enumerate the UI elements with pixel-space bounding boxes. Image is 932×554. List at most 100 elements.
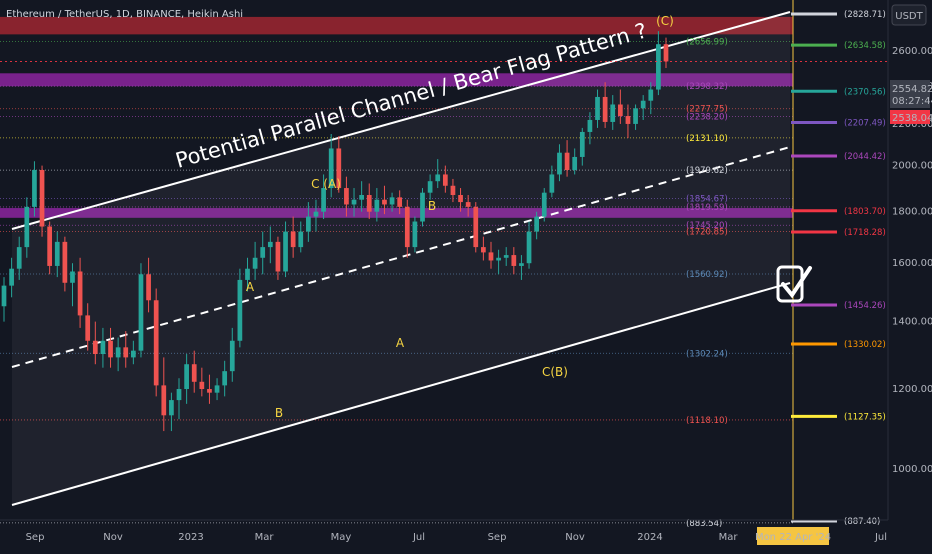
candle-body[interactable]	[640, 100, 646, 109]
candle-body[interactable]	[587, 119, 593, 132]
candle-body[interactable]	[541, 192, 547, 217]
candle-body[interactable]	[214, 385, 220, 393]
candle-body[interactable]	[473, 206, 479, 248]
candle-body[interactable]	[336, 148, 342, 189]
candle-body[interactable]	[511, 255, 517, 266]
candle-body[interactable]	[70, 271, 75, 283]
candle-body[interactable]	[252, 257, 258, 269]
candle-body[interactable]	[1, 285, 7, 307]
candle-body[interactable]	[442, 174, 448, 186]
candle-body[interactable]	[146, 274, 151, 301]
candle-body[interactable]	[366, 195, 372, 212]
candle-body[interactable]	[397, 197, 403, 207]
price-level-label: (1745.20)	[686, 221, 728, 231]
zone-resistance-top[interactable]	[0, 16, 793, 35]
wave-label: C (A)	[311, 177, 341, 191]
candle-body[interactable]	[153, 300, 159, 386]
candle-body[interactable]	[412, 221, 418, 248]
candle-body[interactable]	[47, 226, 53, 266]
candle-body[interactable]	[267, 241, 273, 248]
candle-body[interactable]	[549, 174, 555, 193]
candle-body[interactable]	[633, 108, 638, 124]
candle-body[interactable]	[321, 188, 326, 212]
candle-body[interactable]	[389, 197, 395, 205]
candle-body[interactable]	[176, 389, 182, 401]
candle-body[interactable]	[435, 174, 441, 182]
candle-body[interactable]	[32, 170, 37, 207]
candle-body[interactable]	[496, 257, 501, 261]
currency-button[interactable]: USDT	[891, 4, 927, 26]
candle-body[interactable]	[625, 116, 631, 124]
candle-body[interactable]	[427, 181, 433, 193]
current-price-tag: 2554.82 08:27:44	[890, 80, 932, 108]
candle-body[interactable]	[572, 156, 578, 171]
candle-body[interactable]	[184, 364, 189, 390]
candle-body[interactable]	[526, 231, 532, 264]
candle-body[interactable]	[39, 170, 45, 227]
candle-body[interactable]	[54, 241, 60, 266]
candle-body[interactable]	[62, 241, 68, 283]
candle-body[interactable]	[359, 195, 364, 200]
candle-body[interactable]	[229, 340, 235, 372]
candle-body[interactable]	[130, 350, 136, 358]
candle-body[interactable]	[404, 206, 410, 248]
candle-body[interactable]	[382, 199, 387, 205]
candle-body[interactable]	[579, 131, 585, 157]
candle-body[interactable]	[595, 96, 600, 120]
x-tick-label: 2024	[637, 532, 662, 543]
candle-body[interactable]	[161, 385, 167, 416]
candle-body[interactable]	[24, 206, 30, 248]
candle-body[interactable]	[488, 252, 494, 261]
candle-body[interactable]	[564, 152, 570, 171]
projection-level-label: (1330.02)	[844, 340, 886, 350]
candle-body[interactable]	[328, 148, 334, 189]
candle-body[interactable]	[108, 340, 113, 358]
y-tick-label: 2200.00	[892, 119, 932, 130]
candle-body[interactable]	[283, 231, 288, 272]
candle-body[interactable]	[138, 274, 144, 351]
candle-body[interactable]	[602, 96, 608, 122]
candle-body[interactable]	[557, 152, 562, 175]
channel-midline[interactable]	[11, 146, 791, 368]
candle-body[interactable]	[351, 199, 357, 205]
candle-body[interactable]	[610, 104, 616, 122]
candle-body[interactable]	[298, 231, 304, 248]
candle-body[interactable]	[77, 271, 83, 316]
candle-body[interactable]	[245, 268, 250, 280]
candle-body[interactable]	[465, 202, 471, 207]
candle-body[interactable]	[648, 89, 654, 101]
candle-body[interactable]	[275, 241, 281, 272]
candle-body[interactable]	[503, 255, 509, 258]
zone-support-mid[interactable]	[0, 208, 793, 218]
candle-body[interactable]	[199, 381, 205, 390]
candle-body[interactable]	[16, 247, 22, 269]
candle-body[interactable]	[481, 247, 486, 253]
candle-body[interactable]	[290, 231, 296, 248]
candle-body[interactable]	[519, 263, 524, 266]
candle-body[interactable]	[420, 192, 425, 222]
candle-body[interactable]	[222, 371, 228, 386]
candle-body[interactable]	[617, 104, 623, 117]
candle-body[interactable]	[9, 268, 14, 286]
candle-body[interactable]	[260, 247, 266, 258]
candle-body[interactable]	[191, 364, 197, 382]
channel-lower-line[interactable]	[11, 282, 791, 506]
candle-body[interactable]	[374, 199, 380, 212]
candle-body[interactable]	[207, 389, 212, 393]
candle-body[interactable]	[306, 216, 311, 232]
candle-body[interactable]	[656, 44, 661, 90]
candle-body[interactable]	[100, 340, 106, 355]
zone-resistance-mid[interactable]	[0, 73, 793, 87]
candle-body[interactable]	[313, 211, 319, 217]
candle-body[interactable]	[92, 340, 98, 355]
candle-body[interactable]	[123, 347, 129, 358]
candle-body[interactable]	[237, 279, 243, 341]
candle-body[interactable]	[344, 188, 349, 205]
candle-body[interactable]	[85, 315, 91, 341]
candle-body[interactable]	[458, 195, 463, 203]
candle-body[interactable]	[450, 185, 456, 196]
candle-body[interactable]	[534, 216, 540, 232]
candle-body[interactable]	[663, 44, 669, 62]
candle-body[interactable]	[169, 400, 174, 416]
candle-body[interactable]	[115, 347, 121, 358]
